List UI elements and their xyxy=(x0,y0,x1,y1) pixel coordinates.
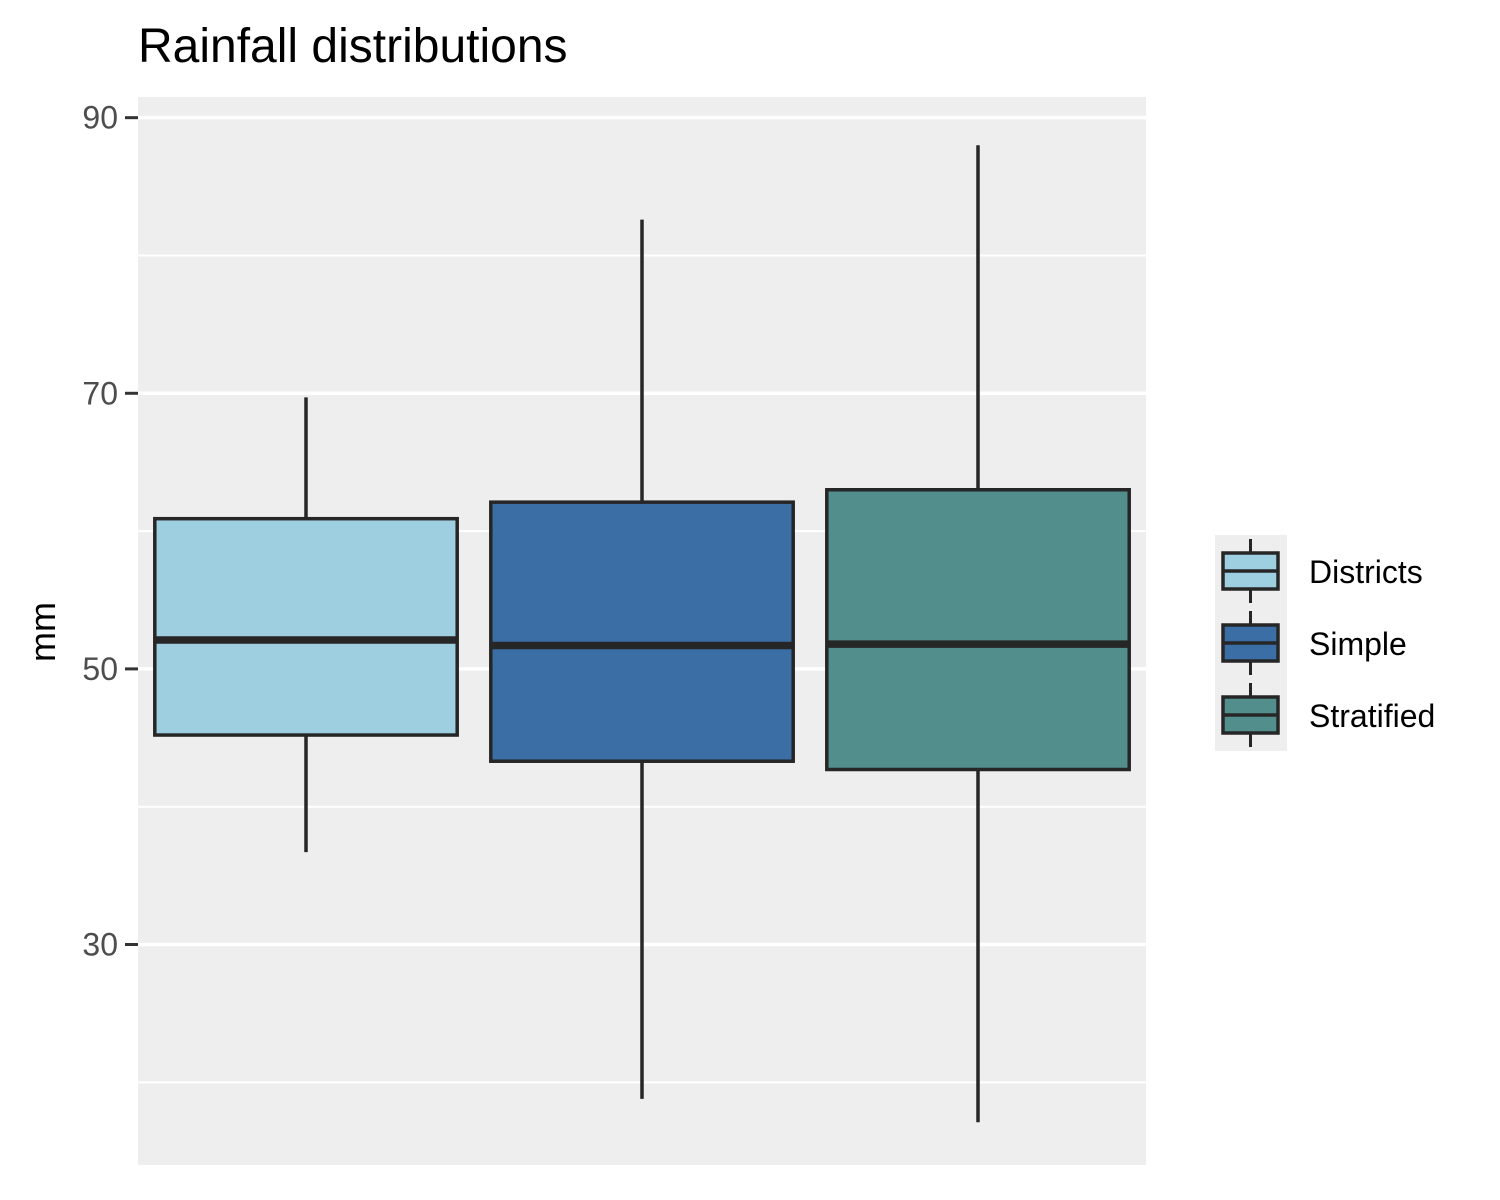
iqr-box xyxy=(153,516,459,737)
y-tick-label: 50 xyxy=(82,651,118,687)
legend-key-simple xyxy=(1221,611,1280,675)
boxes xyxy=(153,145,1131,1123)
legend-key-districts xyxy=(1221,539,1280,603)
y-axis: 30 50 70 90 xyxy=(82,100,138,963)
legend-label: Stratified xyxy=(1309,698,1435,734)
chart-title: Rainfall distributions xyxy=(138,20,568,73)
y-tick-label: 30 xyxy=(82,927,118,963)
y-axis-title: mm xyxy=(22,602,63,662)
legend-label: Simple xyxy=(1309,626,1407,662)
y-tick-label: 90 xyxy=(82,100,118,136)
box-stratified xyxy=(825,145,1131,1123)
legend-key-stratified xyxy=(1221,683,1280,747)
legend: Districts Simple Stratified xyxy=(1215,535,1435,751)
iqr-box xyxy=(825,487,1131,772)
box-simple xyxy=(489,219,795,1099)
y-tick-label: 70 xyxy=(82,375,118,411)
box-districts xyxy=(153,397,459,853)
iqr-box xyxy=(489,500,795,763)
legend-label: Districts xyxy=(1309,554,1423,590)
